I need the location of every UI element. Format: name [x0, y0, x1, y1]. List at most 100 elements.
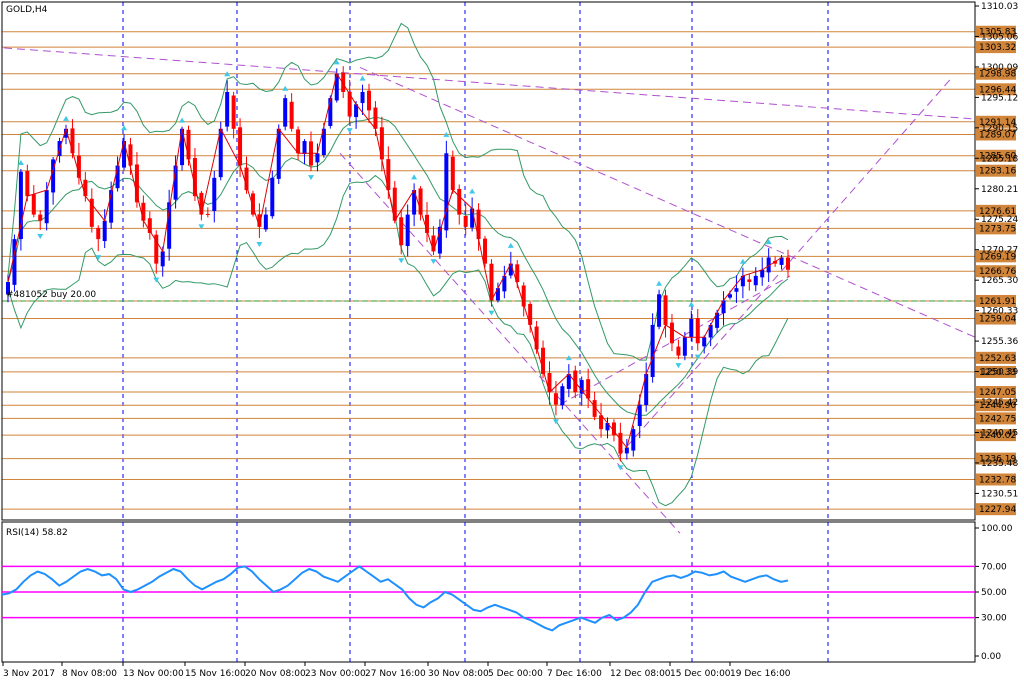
price-tick-label: 1290.15: [981, 124, 1018, 134]
price-tick-label: 1300.09: [981, 63, 1018, 73]
price-tick-label: 1240.45: [981, 428, 1018, 438]
candle-body: [650, 324, 655, 377]
candle-body: [83, 179, 88, 197]
candle-body: [528, 303, 533, 325]
candle-body: [386, 159, 391, 191]
level-tag-text: 1303.32: [979, 43, 1016, 53]
fractal-up-icon: [443, 131, 450, 137]
fractal-down-icon: [617, 465, 624, 471]
price-panel-frame: [1, 1, 976, 521]
candle-body: [122, 141, 127, 168]
fractal-up-icon: [224, 71, 231, 77]
candle-body: [373, 107, 378, 129]
level-tag: [976, 67, 1016, 80]
candle-body: [302, 141, 307, 154]
candle-body: [495, 288, 500, 301]
candle-body: [463, 216, 468, 227]
candle-body: [192, 158, 197, 197]
trendline: [3, 47, 976, 120]
zigzag-line: [7, 72, 782, 449]
fractal-down-icon: [346, 128, 353, 134]
candle-body: [611, 422, 616, 436]
level-tag: [976, 250, 1016, 263]
fractal-down-icon: [37, 233, 44, 239]
candle-body: [560, 386, 565, 406]
level-tag-text: 1289.07: [979, 130, 1016, 140]
candle-body: [6, 282, 10, 295]
rsi-axis: 100.00 70.00 50.00 30.00 0.00: [975, 524, 1013, 662]
level-tag: [976, 83, 1016, 96]
candle-body: [541, 347, 546, 374]
fractal-down-icon: [430, 259, 437, 265]
candle-body: [51, 159, 56, 193]
fractal-up-icon: [333, 59, 340, 65]
level-tag-text: 1273.75: [979, 224, 1016, 234]
candle-body: [515, 264, 520, 283]
price-tick-label: 1235.48: [981, 459, 1018, 469]
candle-body: [431, 235, 436, 252]
candle-body: [553, 393, 558, 405]
candle-body: [631, 429, 636, 451]
fractals: [17, 59, 772, 471]
fractal-down-icon: [675, 363, 682, 369]
price-tick-label: 1295.12: [981, 93, 1018, 103]
candle-body: [476, 209, 481, 240]
candle-body: [12, 239, 17, 285]
candle-body: [599, 415, 604, 430]
price-tick-label: 1260.33: [981, 307, 1018, 317]
price-tick-label: 1230.51: [981, 489, 1018, 499]
candle-body: [283, 98, 288, 127]
candle-body: [392, 187, 397, 221]
price-tick-label: 1255.36: [981, 337, 1018, 347]
candle-body: [579, 380, 584, 394]
candle-body: [470, 208, 475, 228]
candle-body: [76, 155, 81, 178]
level-tag: [976, 312, 1016, 325]
fractal-up-icon: [63, 115, 70, 121]
fractal-up-icon: [179, 117, 186, 123]
price-panel[interactable]: GOLD,H4 #481052 buy 20.00: [1, 1, 976, 534]
candle-body: [225, 91, 230, 127]
level-tag-text: 1266.76: [979, 267, 1016, 277]
fractal-up-icon: [469, 188, 476, 194]
level-tag-text: 1276.61: [979, 207, 1016, 217]
candle-body: [154, 234, 159, 264]
level-tag-text: 1291.14: [979, 118, 1016, 128]
price-tick-label: 1305.06: [981, 32, 1018, 42]
level-tag-text: 1269.19: [979, 252, 1016, 262]
trendline: [359, 67, 976, 338]
price-axis: 1305.83 1303.32 1298.98 1296.44 1291.14 1289.…: [975, 2, 1018, 516]
candle-body: [160, 251, 165, 267]
level-tag-text: 1240.02: [979, 431, 1016, 441]
zigzag-indicator: [7, 72, 782, 449]
candle-body: [676, 346, 681, 356]
level-tag: [976, 452, 1016, 465]
candle-body: [566, 373, 571, 389]
candle-body: [708, 324, 713, 338]
candle-body: [779, 257, 784, 265]
candle-body: [180, 128, 185, 166]
candle-body: [366, 90, 371, 111]
candle-body: [663, 295, 668, 325]
level-tag-text: 1244.90: [979, 401, 1016, 411]
level-tag: [976, 351, 1016, 364]
candle-body: [412, 190, 417, 215]
candle-body: [257, 214, 262, 227]
level-tag: [976, 399, 1016, 412]
level-tag-text: 1247.05: [979, 388, 1016, 398]
candles: [6, 66, 790, 462]
candle-body: [786, 257, 790, 270]
candle-body: [231, 95, 236, 129]
level-tag: [976, 222, 1016, 235]
fractal-down-icon: [488, 310, 495, 316]
candle-body: [727, 294, 732, 298]
bollinger-dn: [7, 174, 789, 507]
level-tag: [976, 115, 1016, 128]
candle-body: [321, 128, 326, 155]
fractal-up-icon: [688, 301, 695, 307]
level-tag: [976, 265, 1016, 278]
fractal-up-icon: [411, 174, 418, 180]
candle-body: [212, 177, 217, 211]
